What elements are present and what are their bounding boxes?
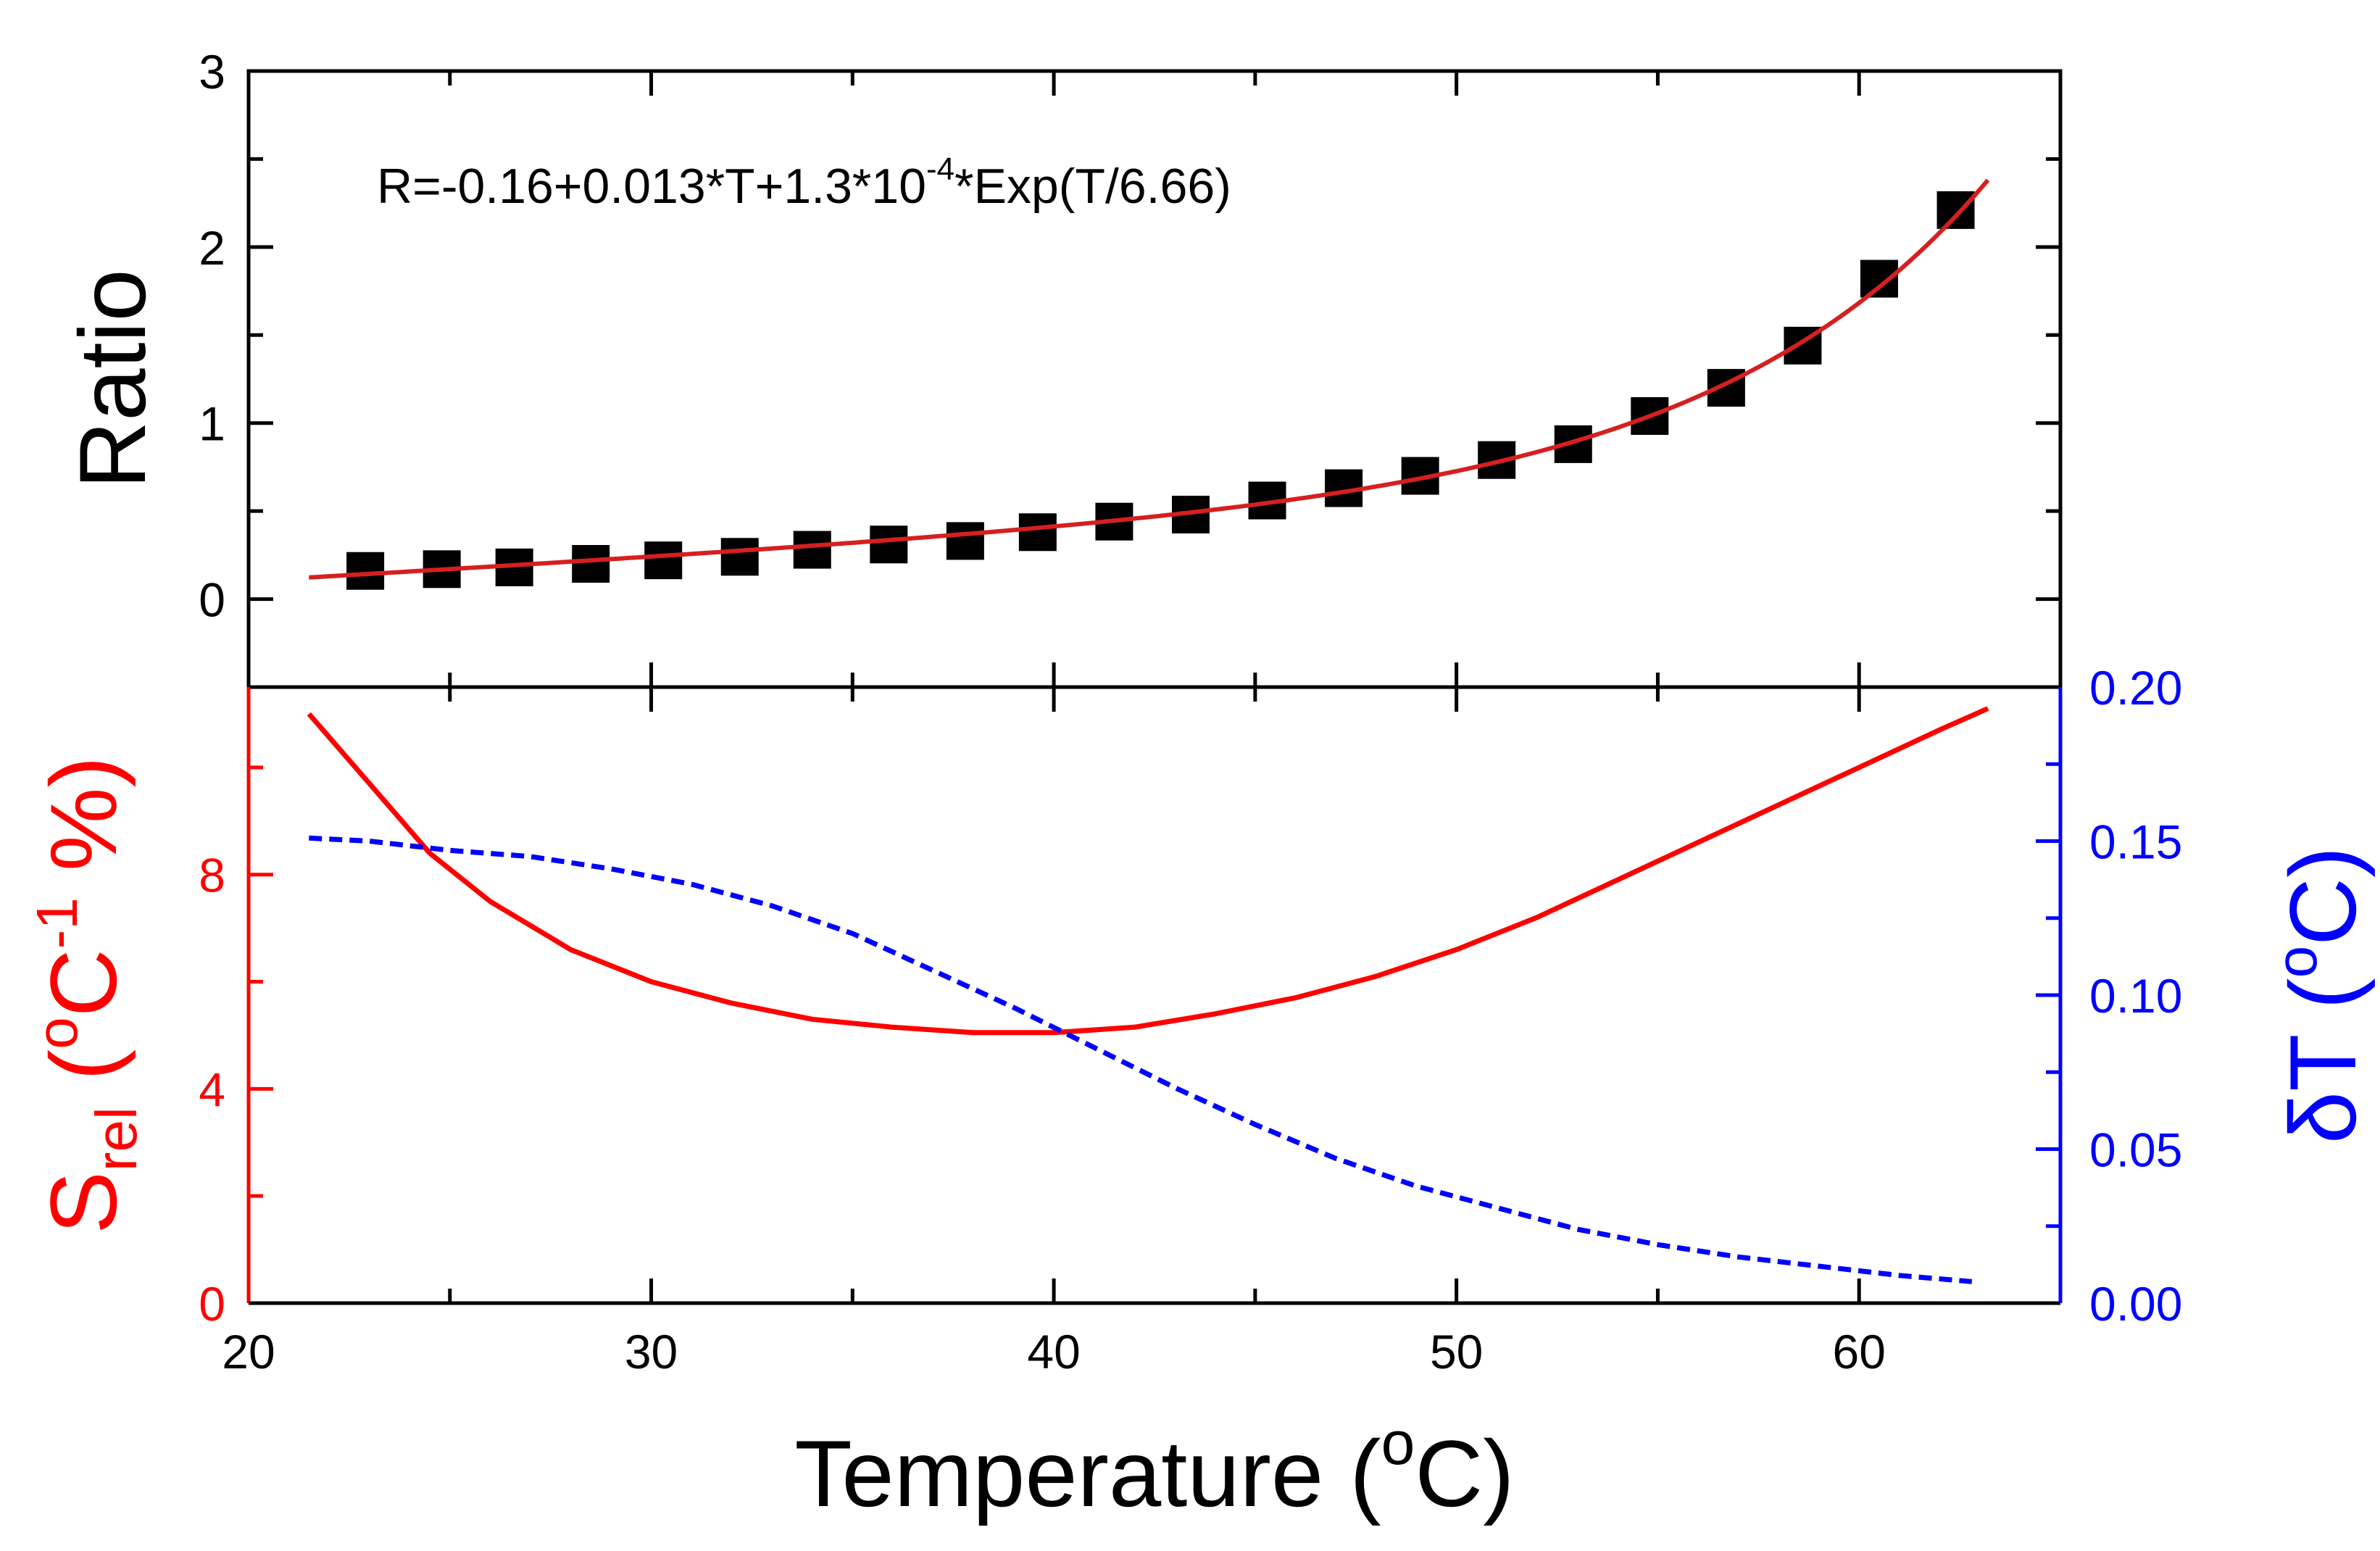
ratio-data-point — [1936, 191, 1975, 229]
dt-y-tick-label: 0.00 — [2089, 1277, 2182, 1331]
fit-equation-annotation: R=-0.16+0.013*T+1.3*10-4*Exp(T/6.66) — [377, 151, 1231, 214]
ratio-axis-title: Ratio — [59, 269, 165, 488]
ratio-data-point — [572, 545, 610, 583]
srel-y-tick-label: 4 — [199, 1063, 225, 1116]
srel-y-tick-label: 8 — [199, 849, 225, 902]
ratio-data-point — [644, 541, 683, 580]
srel-y-tick-label: 0 — [199, 1277, 225, 1331]
ratio-y-tick-label: 3 — [199, 45, 225, 99]
x-axis-title: Temperature (oC) — [794, 1409, 1514, 1526]
x-tick-label: 50 — [1430, 1325, 1483, 1379]
ratio-fit-curve — [309, 178, 1990, 580]
right-axis-title: δT (oC) — [2264, 847, 2376, 1144]
x-tick-label: 20 — [222, 1325, 275, 1379]
srel-line — [307, 706, 1989, 1036]
dt-y-tick-label: 0.15 — [2089, 815, 2182, 869]
ratio-data-point — [870, 525, 908, 564]
ratio-data-point — [1018, 513, 1057, 552]
dt-y-tick-label: 0.10 — [2089, 969, 2182, 1023]
ratio-y-tick-label: 2 — [199, 221, 225, 275]
ratio-data-point — [720, 538, 759, 576]
dt-y-tick-label: 0.05 — [2089, 1123, 2182, 1177]
ratio-y-tick-label: 0 — [199, 573, 225, 627]
ratio-y-tick-label: 1 — [199, 397, 225, 451]
left-axis-title: Srel (oC-1 %) — [25, 756, 149, 1234]
dt-y-tick-label: 0.20 — [2089, 661, 2182, 715]
x-tick-label: 40 — [1027, 1325, 1080, 1379]
ratio-data-point — [346, 552, 385, 590]
x-tick-label: 30 — [625, 1325, 678, 1379]
dt-dashed-line — [309, 835, 1973, 1284]
ratio-data-point — [793, 531, 831, 569]
ratio-data-point — [946, 522, 984, 560]
x-tick-label: 60 — [1833, 1325, 1886, 1379]
